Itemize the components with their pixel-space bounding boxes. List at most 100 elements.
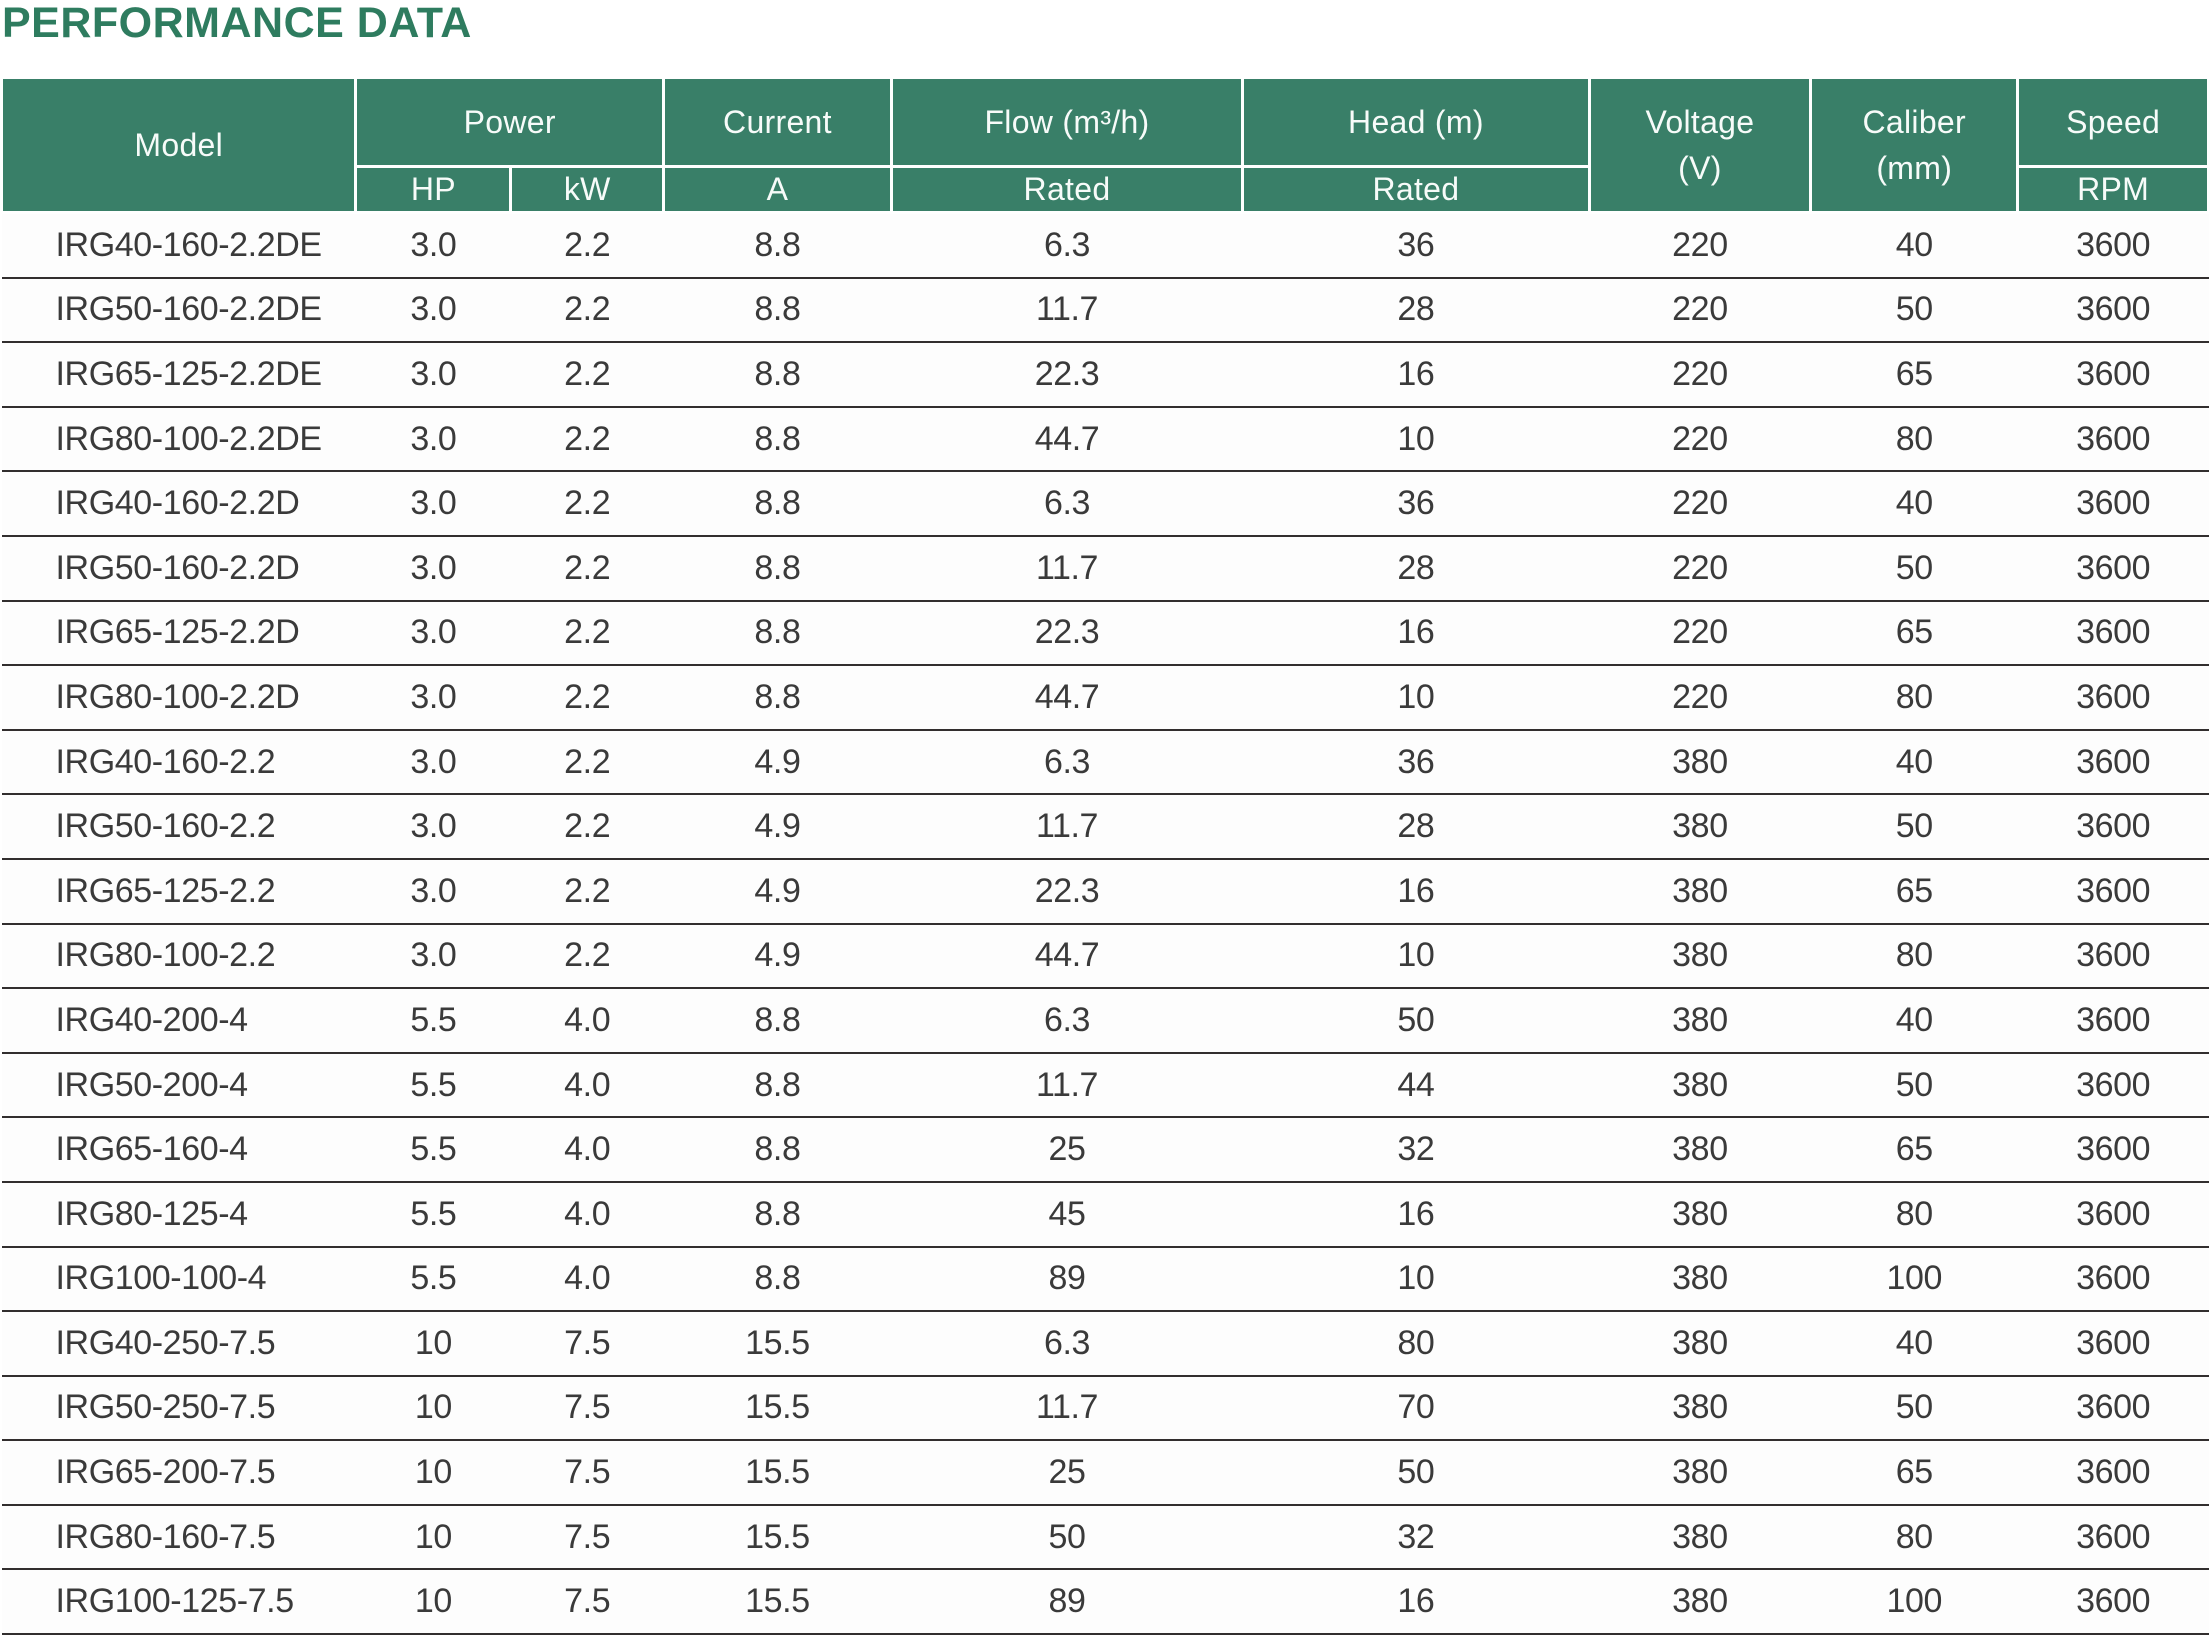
table-row: IRG80-100-2.2 3.0 2.2 4.9 44.7 10 380 80 3600 (1, 923, 2209, 990)
cell-voltage: 220 (1589, 406, 1811, 473)
cell-voltage: 380 (1589, 988, 1811, 1054)
cell-hp: 3.0 (355, 471, 511, 537)
cell-head-rated: 50 (1242, 1440, 1590, 1506)
cell-current-a: 4.9 (663, 923, 892, 990)
cell-kw: 2.2 (510, 535, 664, 602)
table-row: IRG50-250-7.5 10 7.5 15.5 11.7 70 380 50 3600 (1, 1375, 2209, 1442)
cell-model: IRG40-200-4 (1, 988, 356, 1054)
table-row: IRG100-125-7.5 10 7.5 15.5 89 16 380 100 3600 (1, 1569, 2209, 1636)
cell-flow-rated: 11.7 (891, 535, 1243, 602)
cell-voltage: 380 (1589, 1440, 1811, 1506)
cell-voltage: 220 (1589, 471, 1811, 537)
col-header-caliber: Caliber (mm) (1809, 76, 2020, 214)
cell-caliber: 80 (1810, 665, 2018, 731)
cell-speed-rpm: 3600 (2017, 1504, 2209, 1571)
cell-caliber: 65 (1810, 1440, 2018, 1506)
cell-flow-rated: 25 (891, 1117, 1243, 1183)
cell-flow-rated: 25 (891, 1440, 1243, 1506)
cell-model: IRG65-125-2.2 (1, 858, 356, 925)
cell-head-rated: 28 (1242, 277, 1590, 344)
cell-speed-rpm: 3600 (2017, 1052, 2209, 1119)
col-header-power: Power (354, 76, 666, 168)
table-row: IRG65-160-4 5.5 4.0 8.8 25 32 380 65 3600 (1, 1117, 2209, 1183)
cell-hp: 3.0 (355, 729, 511, 796)
cell-flow-rated: 89 (891, 1246, 1243, 1313)
cell-hp: 3.0 (355, 535, 511, 602)
cell-kw: 4.0 (510, 1052, 664, 1119)
cell-hp: 3.0 (355, 923, 511, 990)
table-row: IRG65-125-2.2DE 3.0 2.2 8.8 22.3 16 220 65 3600 (1, 342, 2209, 408)
cell-speed-rpm: 3600 (2017, 212, 2209, 279)
cell-current-a: 15.5 (663, 1311, 892, 1377)
cell-caliber: 40 (1810, 729, 2018, 796)
cell-caliber: 65 (1810, 342, 2018, 408)
cell-model: IRG50-250-7.5 (1, 1375, 356, 1442)
cell-model: IRG80-100-2.2D (1, 665, 356, 731)
cell-voltage: 220 (1589, 665, 1811, 731)
cell-speed-rpm: 3600 (2017, 406, 2209, 473)
cell-model: IRG50-160-2.2DE (1, 277, 356, 344)
cell-flow-rated: 6.3 (891, 988, 1243, 1054)
cell-caliber: 50 (1810, 535, 2018, 602)
table-row: IRG100-100-4 5.5 4.0 8.8 89 10 380 100 3600 (1, 1246, 2209, 1313)
cell-voltage: 380 (1589, 1052, 1811, 1119)
col-subheader-rpm: RPM (2016, 165, 2210, 214)
cell-caliber: 40 (1810, 212, 2018, 279)
cell-voltage: 220 (1589, 600, 1811, 667)
cell-current-a: 8.8 (663, 1246, 892, 1313)
cell-head-rated: 32 (1242, 1117, 1590, 1183)
cell-caliber: 65 (1810, 600, 2018, 667)
cell-kw: 2.2 (510, 212, 664, 279)
cell-current-a: 4.9 (663, 794, 892, 860)
cell-hp: 5.5 (355, 1052, 511, 1119)
cell-model: IRG80-100-2.2 (1, 923, 356, 990)
cell-model: IRG80-160-7.5 (1, 1504, 356, 1571)
cell-caliber: 80 (1810, 1504, 2018, 1571)
cell-model: IRG65-160-4 (1, 1117, 356, 1183)
cell-caliber: 80 (1810, 406, 2018, 473)
cell-current-a: 8.8 (663, 988, 892, 1054)
cell-flow-rated: 44.7 (891, 923, 1243, 990)
cell-voltage: 380 (1589, 1311, 1811, 1377)
cell-caliber: 40 (1810, 471, 2018, 537)
cell-current-a: 8.8 (663, 471, 892, 537)
cell-head-rated: 16 (1242, 342, 1590, 408)
cell-current-a: 8.8 (663, 406, 892, 473)
cell-head-rated: 10 (1242, 665, 1590, 731)
table-row: IRG65-200-7.5 10 7.5 15.5 25 50 380 65 3600 (1, 1440, 2209, 1506)
cell-kw: 2.2 (510, 923, 664, 990)
cell-flow-rated: 6.3 (891, 471, 1243, 537)
cell-speed-rpm: 3600 (2017, 1181, 2209, 1248)
cell-flow-rated: 50 (891, 1504, 1243, 1571)
table-row: IRG40-250-7.5 10 7.5 15.5 6.3 80 380 40 3600 (1, 1311, 2209, 1377)
cell-current-a: 8.8 (663, 1052, 892, 1119)
cell-voltage: 380 (1589, 794, 1811, 860)
cell-kw: 7.5 (510, 1569, 664, 1636)
cell-flow-rated: 45 (891, 1181, 1243, 1248)
cell-hp: 10 (355, 1569, 511, 1636)
cell-speed-rpm: 3600 (2017, 342, 2209, 408)
cell-voltage: 220 (1589, 212, 1811, 279)
cell-model: IRG40-160-2.2DE (1, 212, 356, 279)
cell-speed-rpm: 3600 (2017, 1375, 2209, 1442)
cell-model: IRG65-200-7.5 (1, 1440, 356, 1506)
cell-hp: 3.0 (355, 794, 511, 860)
performance-table: Model Power Current Flow (m³/h) Head (m)… (0, 76, 2210, 1636)
cell-voltage: 380 (1589, 1117, 1811, 1183)
cell-voltage: 380 (1589, 1375, 1811, 1442)
cell-speed-rpm: 3600 (2017, 1569, 2209, 1636)
cell-flow-rated: 89 (891, 1569, 1243, 1636)
table-row: IRG80-100-2.2D 3.0 2.2 8.8 44.7 10 220 80 3600 (1, 665, 2209, 731)
cell-model: IRG100-125-7.5 (1, 1569, 356, 1636)
cell-kw: 2.2 (510, 600, 664, 667)
header-sub-row: HP kW A Rated Rated RPM (2, 165, 2210, 214)
cell-hp: 5.5 (355, 1246, 511, 1313)
header-main-row: Model Power Current Flow (m³/h) Head (m)… (0, 76, 2210, 214)
cell-hp: 3.0 (355, 858, 511, 925)
cell-flow-rated: 22.3 (891, 342, 1243, 408)
table-row: IRG50-160-2.2 3.0 2.2 4.9 11.7 28 380 50 3600 (1, 794, 2209, 860)
cell-kw: 2.2 (510, 471, 664, 537)
cell-model: IRG40-160-2.2D (1, 471, 356, 537)
table-row: IRG80-160-7.5 10 7.5 15.5 50 32 380 80 3600 (1, 1504, 2209, 1571)
cell-kw: 2.2 (510, 665, 664, 731)
